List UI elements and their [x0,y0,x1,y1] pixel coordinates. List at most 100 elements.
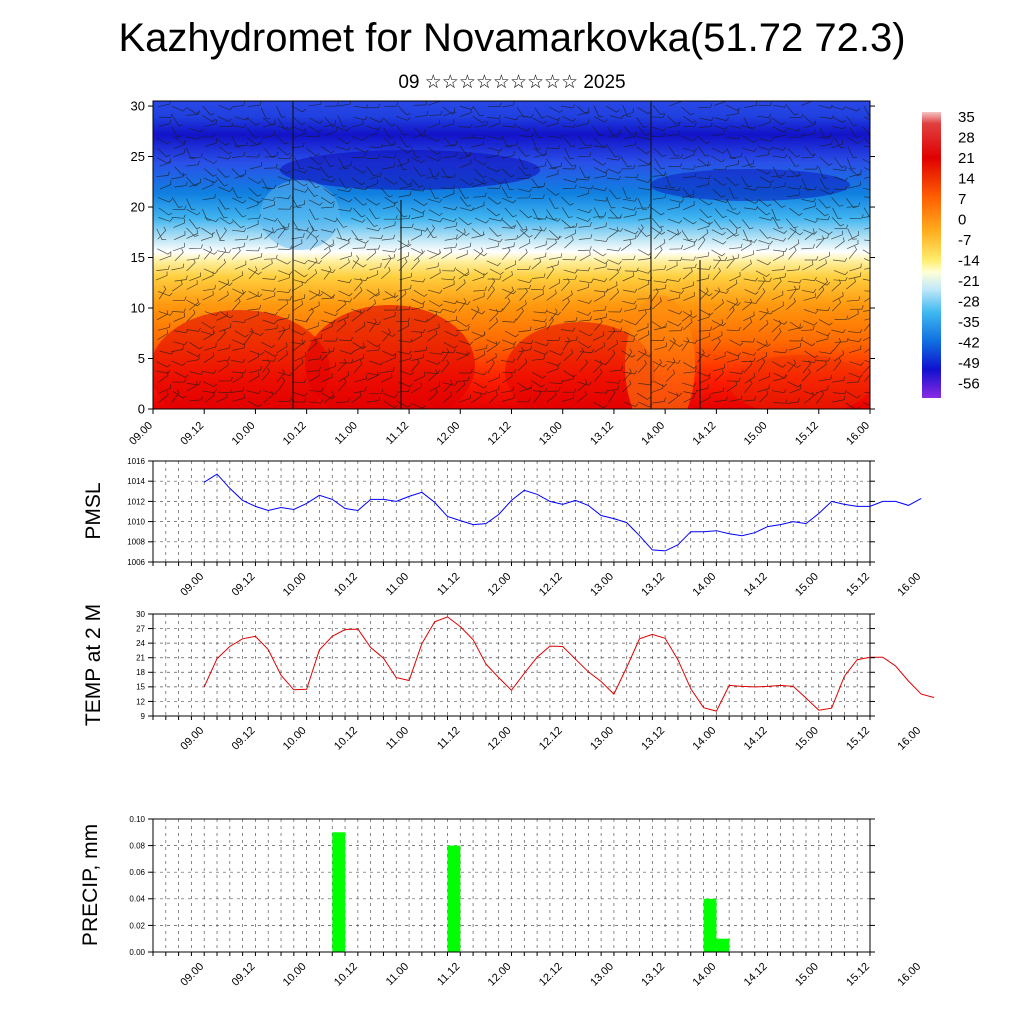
wind-barb [594,262,608,270]
wind-barb [772,103,788,108]
wind-barb [231,219,245,229]
x-tick-label: 14.12 [742,725,770,753]
wind-barb [171,308,186,313]
wind-barb [277,350,289,362]
x-tick-label: 09.00 [178,571,206,599]
wind-barb [816,306,831,311]
wind-barb [276,288,291,293]
wind-barb [218,198,230,210]
wind-barb [609,189,621,200]
wind-barb [292,392,308,397]
wind-barb [204,217,219,223]
wind-barb [579,166,590,178]
wind-barb [729,298,739,311]
x-tick-label: 13.00 [588,961,616,989]
y-tick-label: 0 [138,402,145,417]
wind-barb [231,136,242,148]
wind-barb [593,116,608,123]
wind-barb [563,137,576,148]
y-tick-label: 12 [136,697,145,706]
wind-barb [787,381,802,388]
wind-barb [786,361,801,368]
wind-barb [546,390,557,403]
wind-barb [744,198,759,204]
x-tick-label: 13.00 [537,420,565,448]
wind-barb [531,355,546,361]
wind-barb [488,238,503,243]
wind-barb [608,129,621,138]
wind-barb [489,309,499,322]
wind-barb [219,311,234,319]
wind-barb [504,207,517,218]
wind-barb [202,193,216,201]
wind-barb [323,311,339,317]
wind-barb [459,108,472,118]
wind-barb [459,178,474,186]
wind-barb [758,146,773,151]
wind-barb [338,371,350,382]
wind-barb [234,207,247,218]
wind-barb [846,116,858,127]
wind-barb [789,114,804,119]
wind-barb [532,273,546,279]
precip-bars [332,832,730,952]
wind-barb [156,171,170,178]
wind-barb [757,384,770,393]
wind-barb [696,161,710,168]
wind-barb [308,125,322,133]
wind-barb [426,156,442,162]
x-tick-label: 13.12 [639,571,667,599]
wind-barb [622,370,638,375]
wind-barb [502,339,517,345]
wind-barb [486,208,501,217]
wind-barb [397,158,408,170]
wind-barb [651,113,666,118]
wind-barb [849,169,862,178]
wind-barb [862,336,870,342]
wind-barb [158,285,167,300]
wind-barb [234,116,249,121]
wind-barb [159,384,171,394]
wind-barb [533,252,547,260]
wind-barb [771,361,786,368]
wind-barb [174,181,188,188]
wind-barb [336,319,347,332]
wind-barb [713,351,726,361]
wind-barb [546,235,561,240]
wind-barb [742,147,757,152]
wind-barb [576,105,590,115]
wind-barb [320,247,331,260]
wind-barb [847,338,862,343]
wind-barb [396,317,410,322]
wind-barb [323,266,332,280]
wind-barb [293,259,308,265]
wind-barb [593,105,604,118]
wind-barb [653,185,668,190]
wind-barb [549,162,562,169]
wind-barb [594,257,609,265]
wind-barb [864,227,870,230]
wind-barb [548,229,562,239]
wind-barb [204,342,217,351]
wind-barb [473,331,485,341]
wind-barb [594,172,607,179]
wind-barb [306,322,319,331]
wind-barb [443,152,457,158]
wind-barb [366,371,381,376]
wind-barb [534,240,547,249]
wind-barb [789,227,804,236]
wind-barb [834,224,849,230]
wind-barb [759,389,769,403]
wind-barb [352,153,367,158]
wind-barb [711,229,726,236]
wind-barb [324,102,339,107]
wind-barb [489,268,504,275]
wind-barb [757,183,772,188]
wind-barb [383,137,397,146]
wind-barb [321,178,336,183]
wind-barb [309,156,323,165]
wind-barb [848,329,863,334]
wind-barb [501,219,515,229]
wind-barb [458,123,473,128]
wind-barb [561,394,575,402]
